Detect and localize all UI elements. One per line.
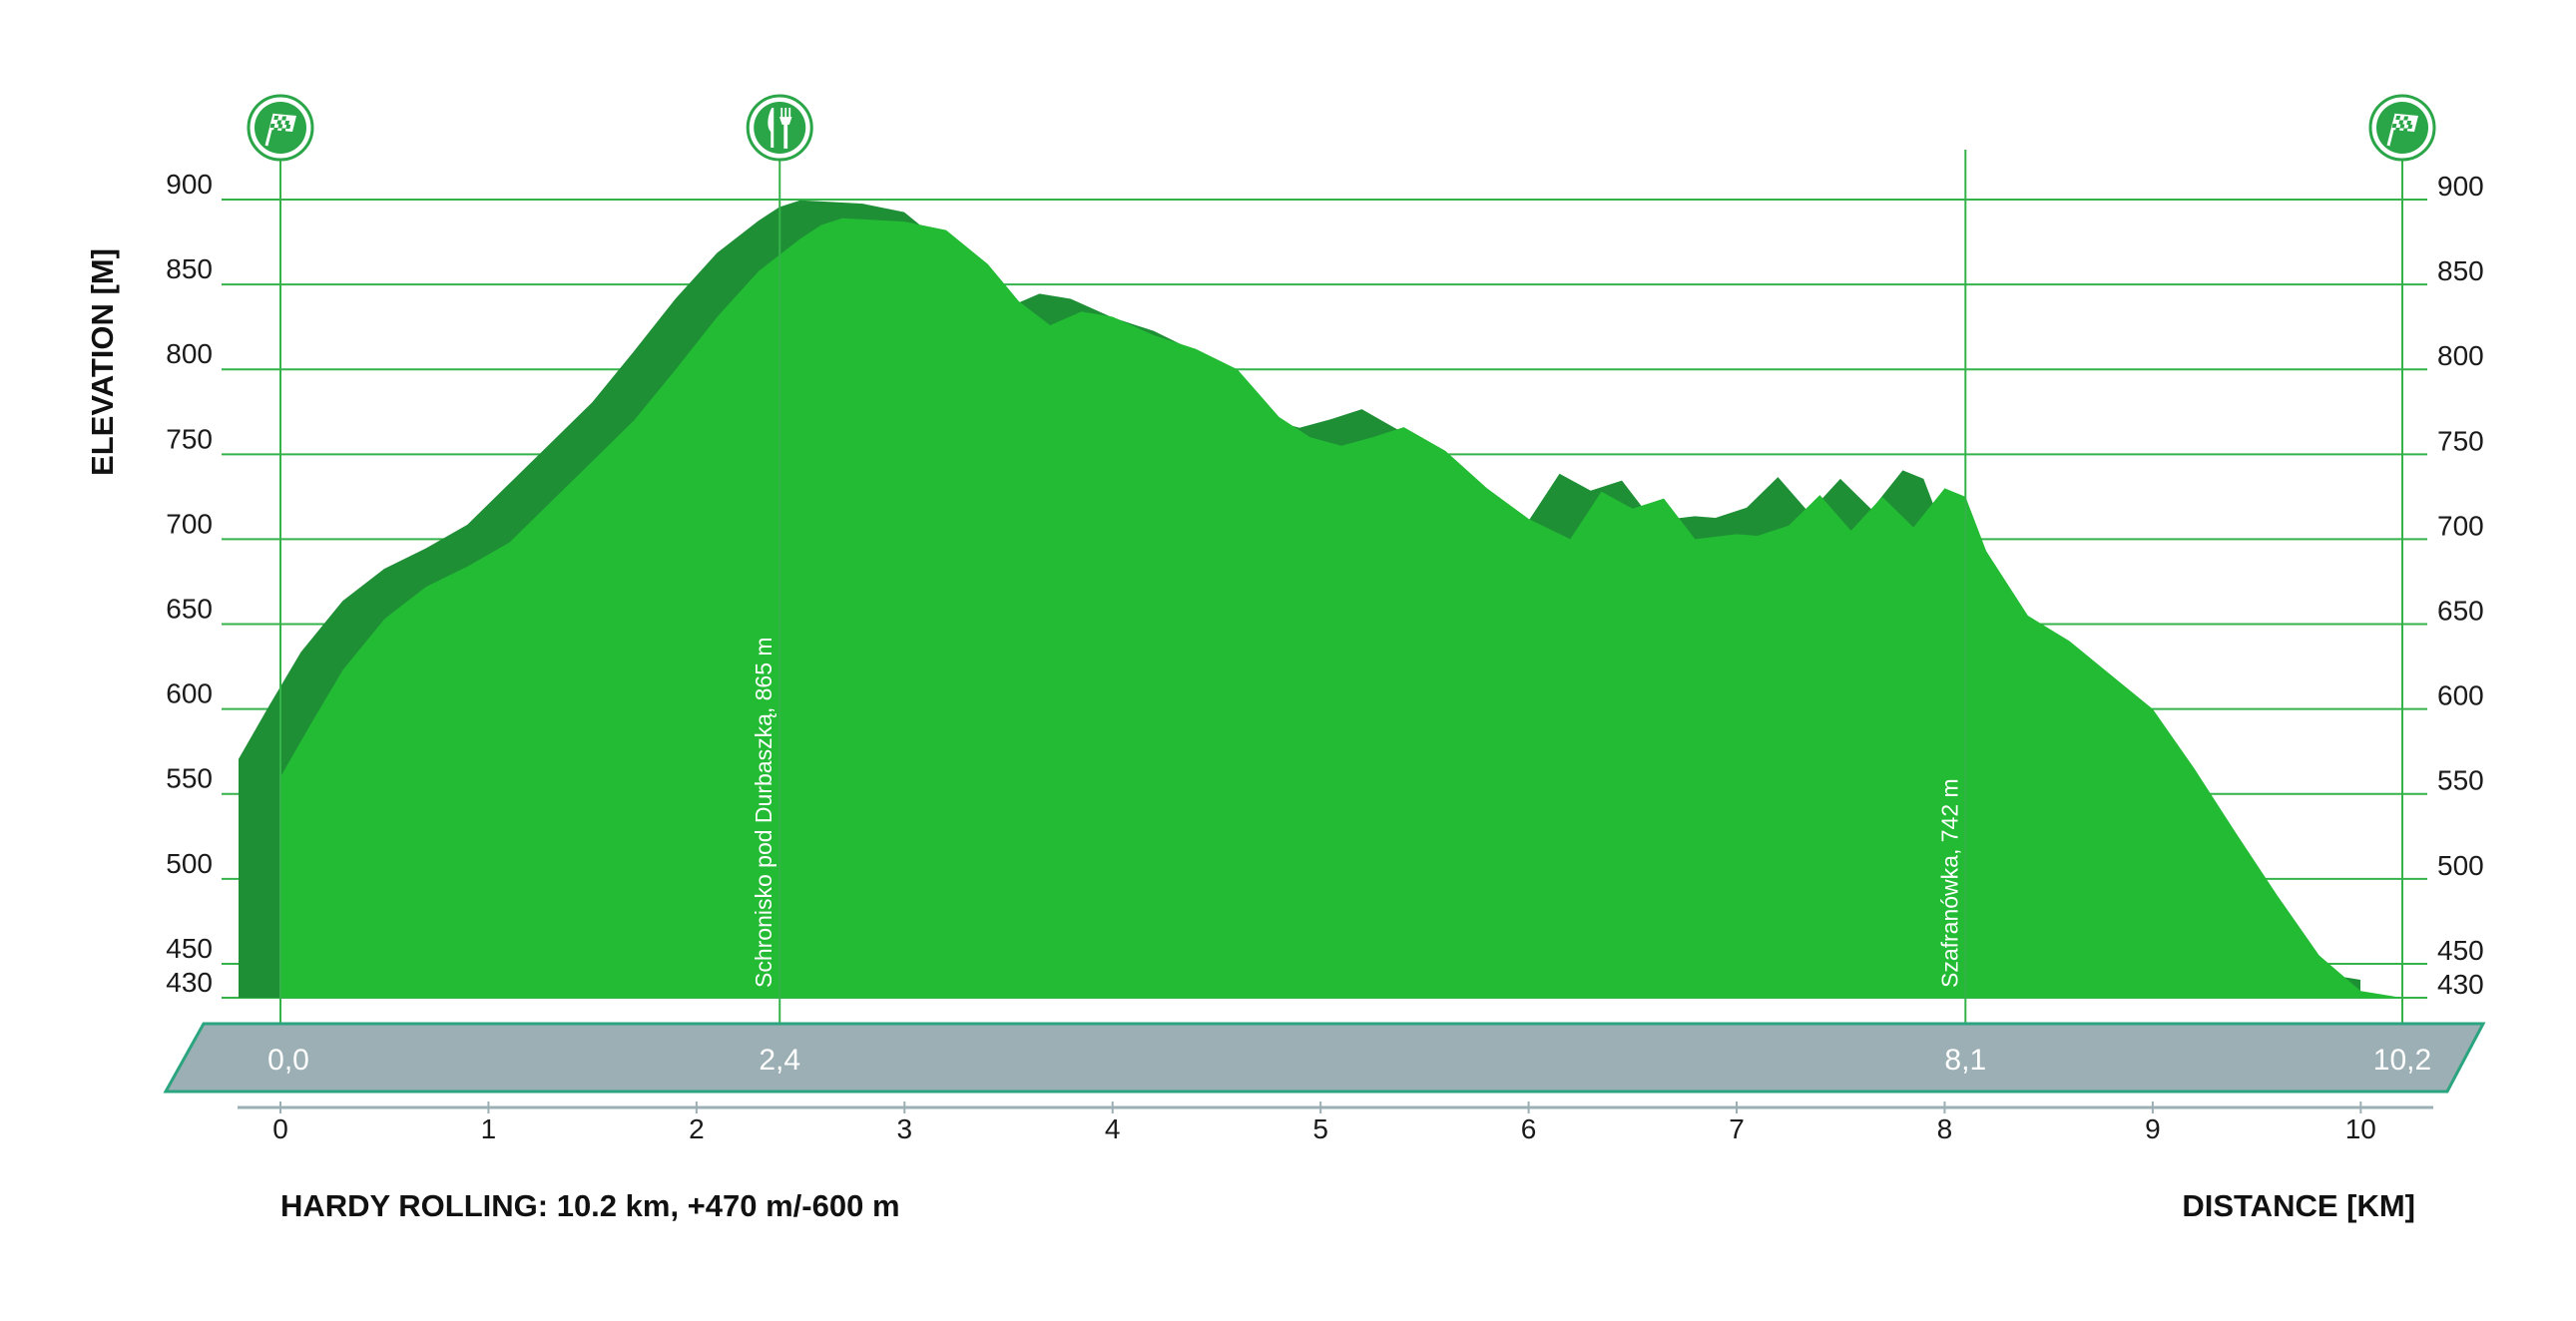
fork-knife-icon (768, 108, 792, 149)
flag-check (272, 128, 278, 132)
flag-check (281, 116, 287, 121)
route-summary: HARDY ROLLING: 10.2 km, +470 m/-600 m (280, 1188, 900, 1223)
x-tick-label-2: 2 (689, 1113, 705, 1144)
flag-check (2398, 120, 2404, 125)
y-tick-left-900: 900 (166, 169, 213, 200)
x-tick-label-9: 9 (2145, 1113, 2161, 1144)
y-tick-right-650: 650 (2437, 596, 2484, 627)
y-tick-left-700: 700 (166, 508, 213, 539)
y-tick-right-430: 430 (2437, 969, 2484, 1000)
x-tick-label-10: 10 (2345, 1113, 2376, 1144)
fork-knife-icon-bg (754, 102, 806, 154)
elevation-area-fill (280, 218, 2402, 999)
poi-label-2: Szafranówka, 742 m (1936, 778, 1962, 988)
distance-marker-0: 0,0 (267, 1044, 309, 1077)
distance-band-shape (163, 1022, 2486, 1094)
y-tick-right-750: 750 (2437, 425, 2484, 456)
x-tick-label-6: 6 (1521, 1113, 1537, 1144)
flag-check (273, 116, 279, 120)
flag-check (2407, 125, 2413, 129)
flag-check (2394, 128, 2400, 132)
y-tick-right-850: 850 (2437, 255, 2484, 286)
x-tick-label-0: 0 (272, 1113, 288, 1144)
y-axis-title: ELEVATION [M] (85, 248, 120, 476)
y-tick-left-750: 750 (166, 423, 213, 454)
x-tick-label-1: 1 (481, 1113, 497, 1144)
flag-check (2402, 128, 2408, 133)
x-axis-title: DISTANCE [KM] (2182, 1188, 2415, 1223)
y-tick-left-500: 500 (166, 848, 213, 879)
flag-check (2406, 121, 2412, 125)
y-tick-left-850: 850 (166, 253, 213, 284)
x-tick-label-7: 7 (1729, 1113, 1745, 1144)
flag-check (285, 125, 291, 129)
y-tick-left-450: 450 (166, 933, 213, 964)
y-tick-right-900: 900 (2437, 171, 2484, 202)
y-tick-right-700: 700 (2437, 510, 2484, 541)
checkered-flag-icon (2386, 113, 2418, 147)
y-tick-left-600: 600 (166, 678, 213, 709)
y-tick-right-600: 600 (2437, 680, 2484, 711)
x-tick-label-5: 5 (1312, 1113, 1328, 1144)
distance-marker-1: 2,4 (759, 1044, 800, 1077)
fork-shape (778, 108, 792, 149)
y-tick-right-550: 550 (2437, 765, 2484, 796)
flag-check (276, 120, 282, 125)
flag-check (269, 124, 275, 128)
flag-check (280, 128, 286, 133)
knife-shape (768, 108, 774, 148)
poi-markers: Schronisko pod Durbaszką, 865 m Szafranów… (247, 94, 2436, 1083)
flag-check (284, 121, 290, 125)
x-tick-label-4: 4 (1105, 1113, 1121, 1144)
y-tick-left-550: 550 (166, 763, 213, 794)
y-tick-left-800: 800 (166, 338, 213, 369)
distance-marker-2: 8,1 (1944, 1044, 1986, 1077)
x-tick-label-3: 3 (897, 1113, 913, 1144)
y-tick-right-800: 800 (2437, 340, 2484, 371)
checkered-flag-icon (264, 113, 296, 147)
flag-check (2399, 124, 2405, 129)
elevation-area (239, 200, 2403, 999)
flag-check (2403, 116, 2409, 121)
poi-label-1: Schronisko pod Durbaszką, 865 m (751, 637, 776, 988)
distance-band: 0,0 2,4 8,1 10,2 (163, 1022, 2486, 1094)
y-tick-left-430: 430 (166, 967, 213, 998)
y-tick-right-450: 450 (2437, 935, 2484, 966)
x-tick-label-8: 8 (1937, 1113, 1953, 1144)
y-tick-left-650: 650 (166, 594, 213, 625)
y-tick-right-500: 500 (2437, 850, 2484, 881)
flag-check (2395, 116, 2401, 120)
distance-marker-3: 10,2 (2373, 1044, 2431, 1077)
flag-check (2391, 124, 2397, 128)
flag-check (277, 124, 283, 129)
